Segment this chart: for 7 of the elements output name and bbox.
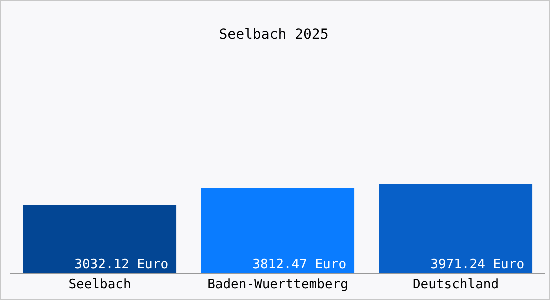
data-label: 3971.24 Euro	[430, 257, 525, 272]
data-label: 3032.12 Euro	[74, 257, 169, 272]
x-tick-label: Seelbach	[68, 278, 132, 293]
x-tick-label: Baden-Wuerttemberg	[208, 278, 348, 293]
chart-title: Seelbach 2025	[219, 27, 329, 44]
x-tick-label: Deutschland	[412, 278, 500, 293]
data-label: 3812.47 Euro	[252, 257, 347, 272]
